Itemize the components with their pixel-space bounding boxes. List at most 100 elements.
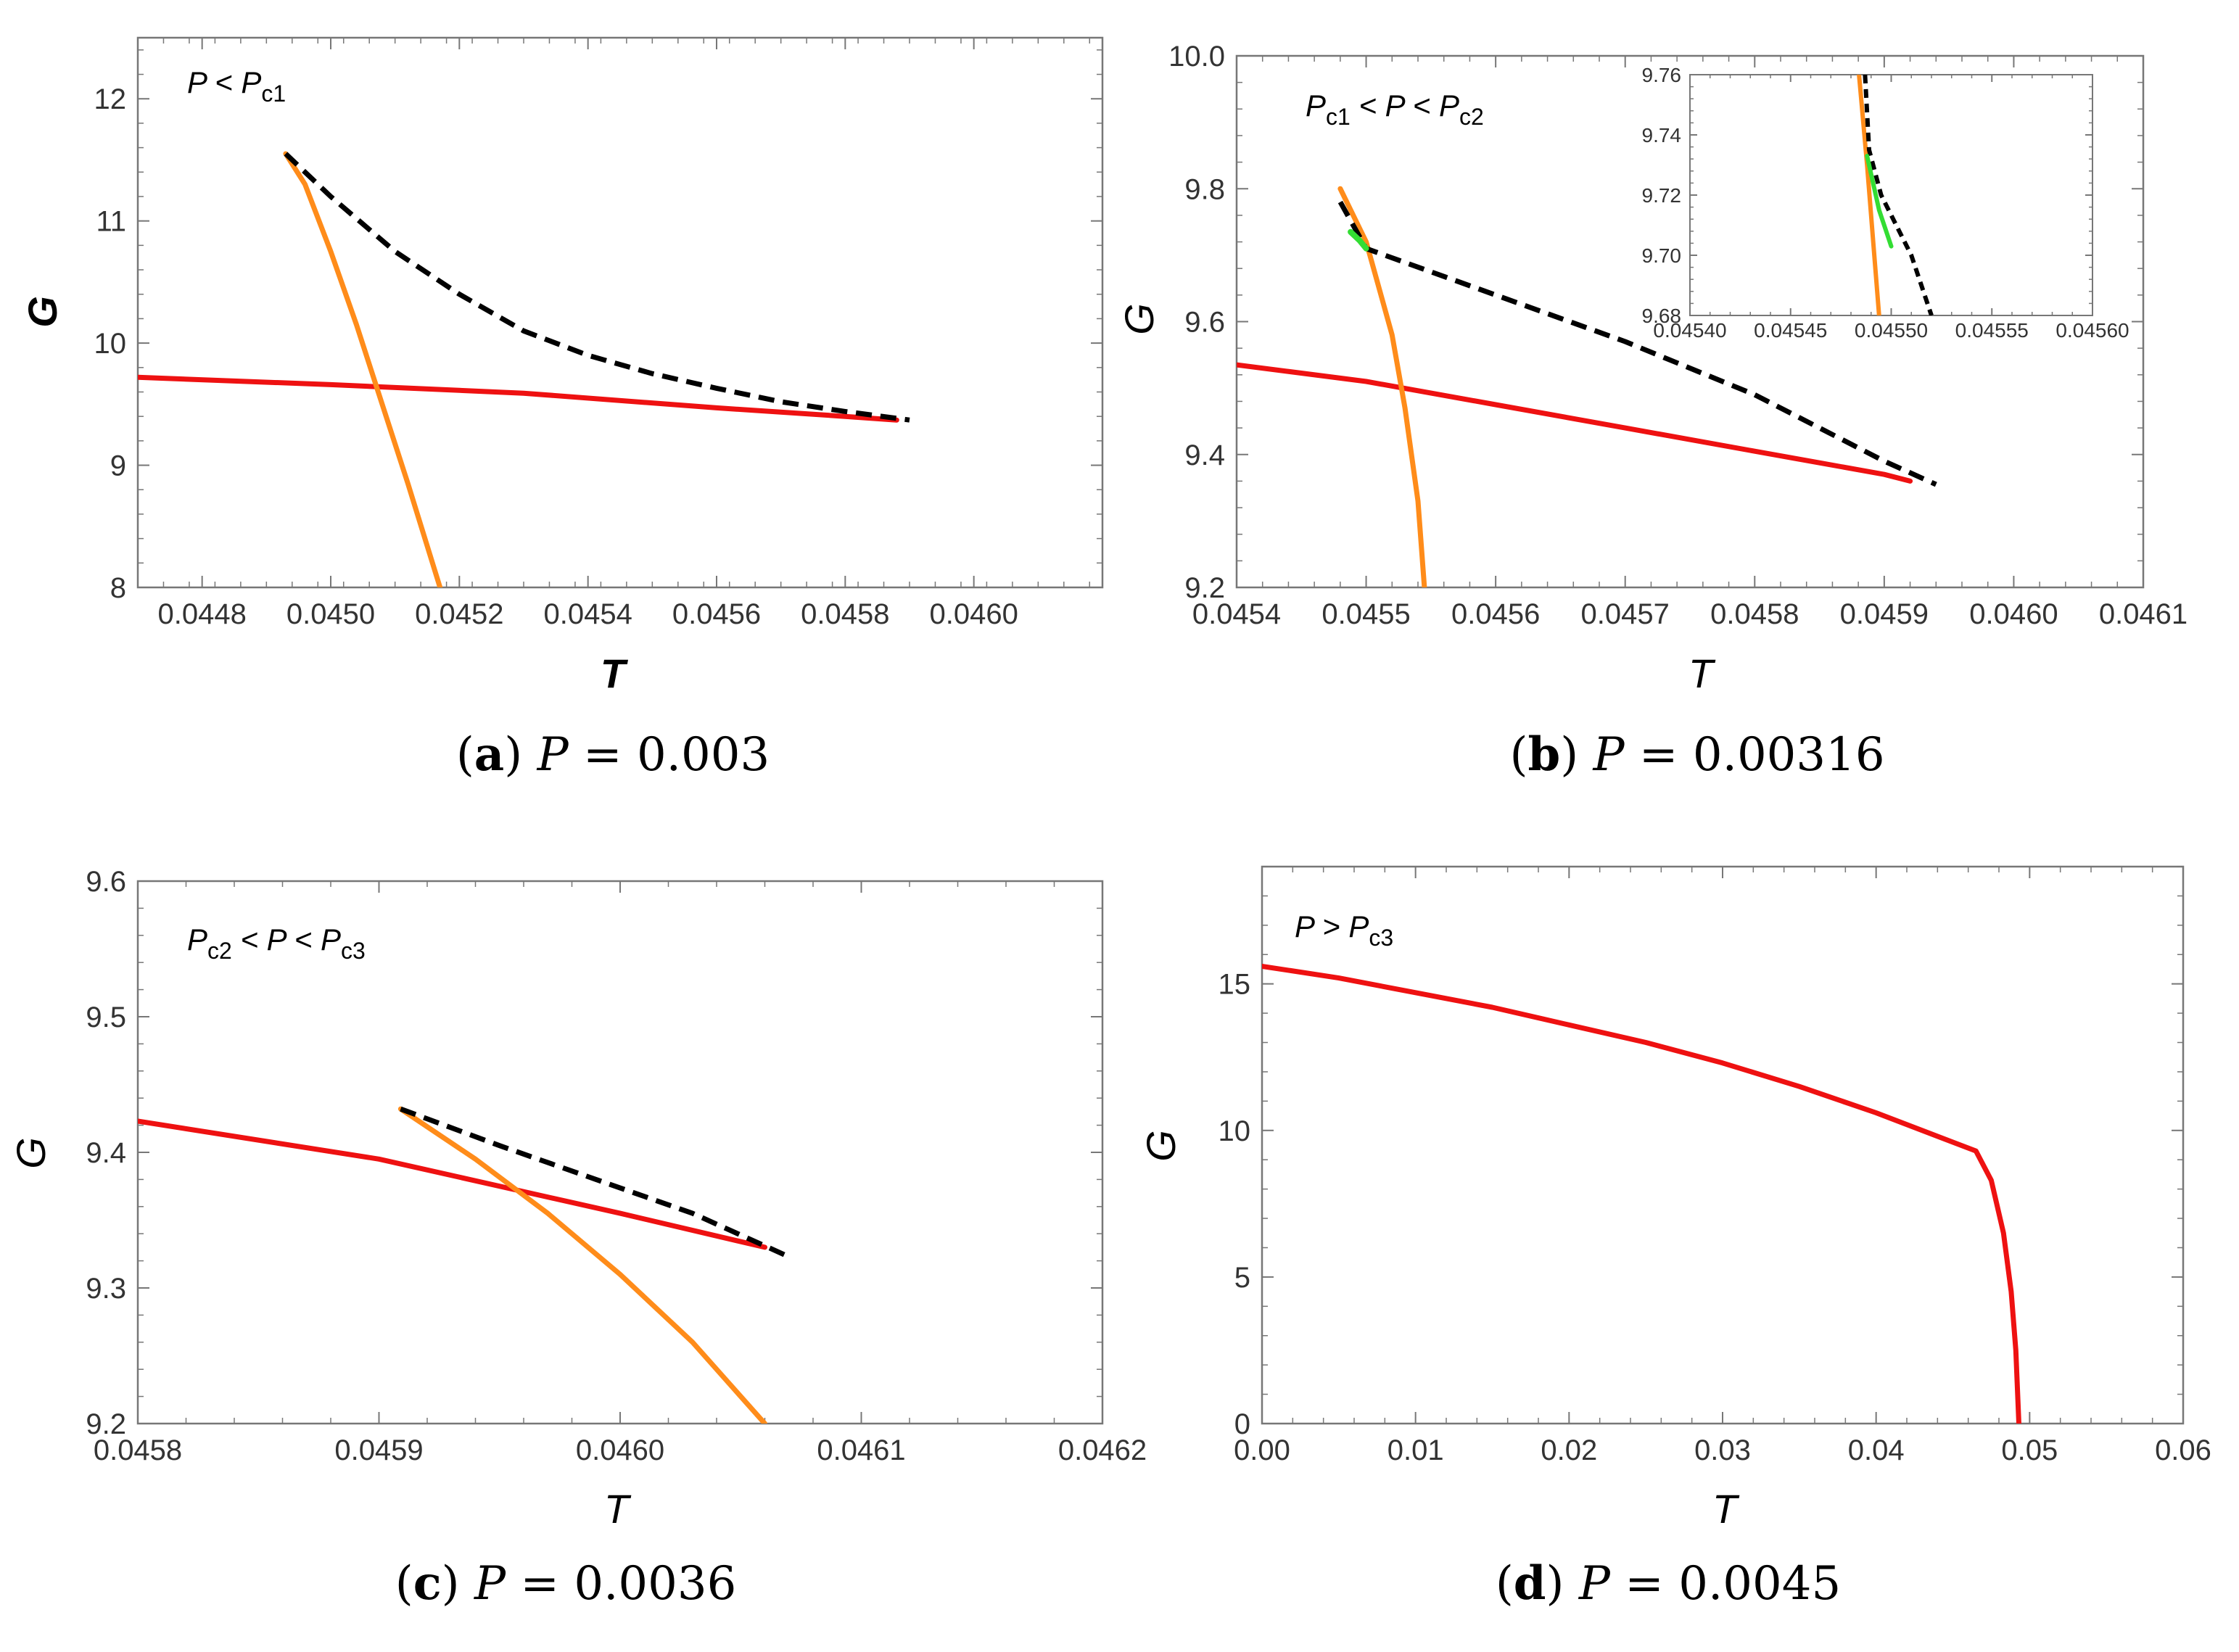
- caption-close-paren: ): [1560, 728, 1593, 782]
- panel-b: 0.0454 0.0455 0.0456 0.0457 0.0458 0.0459 0.04…: [1116, 41, 2188, 782]
- annotation-symbol: P: [187, 65, 207, 99]
- y-tick-label: 0: [1234, 1408, 1250, 1440]
- x-tick-label: 0.04: [1848, 1434, 1905, 1466]
- red-curve: [138, 374, 899, 423]
- y-tick-label: 8: [110, 572, 126, 604]
- x-tick-label: 0.0460: [1969, 598, 2058, 630]
- annotation-subscript: c3: [341, 938, 366, 964]
- x-tick-label: 0.0462: [1058, 1434, 1147, 1466]
- y-tick-label: 9.74: [1642, 124, 1682, 146]
- annotation-subscript: c2: [1459, 104, 1484, 130]
- x-tick-label: 0.0450: [286, 598, 375, 630]
- caption-open-paren: (: [395, 1557, 413, 1611]
- x-tick-label: 0.0460: [929, 598, 1018, 630]
- y-axis-label: G: [1116, 303, 1162, 335]
- panel-a: 0.0448 0.0450 0.0452 0.0454 0.0456 0.0458 0.04…: [20, 36, 1104, 782]
- x-tick-label: 0.0460: [576, 1434, 664, 1466]
- caption-value: = 0.0045: [1610, 1557, 1841, 1611]
- red-curve: [138, 1118, 767, 1250]
- x-tick-label: 0.0457: [1581, 598, 1670, 630]
- y-tick-label: 9.5: [86, 1001, 126, 1033]
- annotation-subscript: c1: [261, 80, 286, 107]
- caption-letter: d: [1514, 1556, 1546, 1611]
- annotation-symbol: P: [1348, 909, 1369, 943]
- y-axis-label: G: [8, 1137, 54, 1169]
- x-tick-label: 0.0458: [801, 598, 889, 630]
- x-axis-label: T: [604, 1486, 632, 1532]
- x-axis-label: T: [601, 651, 629, 696]
- x-tick-label: 0.04560: [2055, 319, 2129, 342]
- caption-letter: c: [413, 1556, 442, 1611]
- red-curve: [1237, 362, 1913, 484]
- annotation-operator: < P <: [232, 922, 321, 957]
- annotation-subscript: c3: [1369, 925, 1393, 951]
- caption-variable: P: [1578, 1557, 1611, 1611]
- panel-d: 0.00 0.01 0.02 0.03 0.04 0.05 0.06 0 5 10 15 T G P > …: [1138, 865, 2211, 1611]
- x-tick-label: 0.0454: [543, 598, 632, 630]
- black-curve-dashed: [1863, 75, 1934, 315]
- orange-curve: [283, 151, 443, 587]
- regime-annotation: Pc2 < P < Pc3: [187, 922, 366, 964]
- y-tick-label: 9.2: [86, 1408, 126, 1440]
- y-tick-label: 9.4: [1184, 439, 1225, 471]
- y-tick-label: 9: [110, 450, 126, 482]
- orange-curve: [397, 1106, 767, 1424]
- x-tick-label: 0.04555: [1955, 319, 2029, 342]
- x-tick-label: 0.0454: [1192, 598, 1281, 630]
- caption-value: = 0.003: [569, 728, 770, 782]
- x-tick-label: 0.0458: [94, 1434, 182, 1466]
- annotation-symbol: P: [1439, 88, 1459, 123]
- y-axis-label: G: [1138, 1130, 1184, 1162]
- panel-caption: (a) P = 0.003: [456, 727, 770, 782]
- y-tick-label: 11: [96, 206, 126, 238]
- plot-frame: [136, 36, 1104, 589]
- annotation-symbol: P: [1295, 909, 1315, 943]
- caption-open-paren: (: [1496, 1557, 1514, 1611]
- y-tick-label: 15: [1219, 969, 1251, 1001]
- caption-value: = 0.0036: [506, 1557, 736, 1611]
- caption-letter: b: [1527, 727, 1560, 782]
- x-tick-label: 0.0456: [672, 598, 761, 630]
- green-curve: [1865, 154, 1894, 249]
- caption-variable: P: [474, 1557, 506, 1611]
- x-axis-label: T: [1688, 651, 1716, 696]
- regime-annotation: P < Pc1: [187, 65, 286, 107]
- y-tick-label: 9.6: [86, 866, 126, 898]
- panel-c: 0.0458 0.0459 0.0460 0.0461 0.0462 9.2 9.3 9.4 9…: [8, 866, 1147, 1611]
- caption-open-paren: (: [456, 728, 474, 782]
- x-tick-label: 0.03: [1694, 1434, 1751, 1466]
- x-tick-label: 0.0461: [817, 1434, 905, 1466]
- annotation-symbol: P: [1306, 88, 1326, 123]
- green-curve: [1348, 228, 1369, 252]
- regime-annotation: P > Pc3: [1295, 909, 1393, 951]
- panel-caption: (d) P = 0.0045: [1496, 1556, 1841, 1611]
- x-tick-label: 0.0456: [1451, 598, 1540, 630]
- orange-curve: [1337, 186, 1427, 587]
- annotation-subscript: c1: [1326, 104, 1351, 130]
- x-tick-label: 0.02: [1541, 1434, 1597, 1466]
- y-tick-label: 9.4: [86, 1137, 126, 1169]
- x-axis-label: T: [1712, 1486, 1740, 1532]
- plot-frame: [1261, 865, 2185, 1425]
- y-tick-label: 10: [1219, 1115, 1251, 1147]
- plot-frame: [136, 880, 1104, 1425]
- y-tick-label: 9.68: [1642, 305, 1682, 327]
- caption-close-paren: ): [504, 728, 537, 782]
- x-tick-label: 0.04545: [1754, 319, 1827, 342]
- panel-caption: (b) P = 0.00316: [1509, 727, 1884, 782]
- y-tick-label: 9.6: [1184, 307, 1225, 339]
- annotation-operator: < P <: [1351, 88, 1439, 123]
- x-tick-label: 0.0461: [2099, 598, 2188, 630]
- caption-variable: P: [537, 728, 569, 782]
- y-tick-label: 5: [1234, 1262, 1250, 1294]
- y-tick-label: 9.70: [1642, 244, 1682, 267]
- x-tick-label: 0.06: [2155, 1434, 2211, 1466]
- caption-value: = 0.00316: [1625, 728, 1885, 782]
- annotation-subscript: c2: [207, 938, 232, 964]
- regime-annotation: Pc1 < P < Pc2: [1306, 88, 1484, 130]
- panel-caption: (c) P = 0.0036: [395, 1556, 737, 1611]
- x-tick-label: 0.0459: [334, 1434, 423, 1466]
- annotation-operator: >: [1314, 909, 1348, 943]
- x-tick-label: 0.0459: [1840, 598, 1929, 630]
